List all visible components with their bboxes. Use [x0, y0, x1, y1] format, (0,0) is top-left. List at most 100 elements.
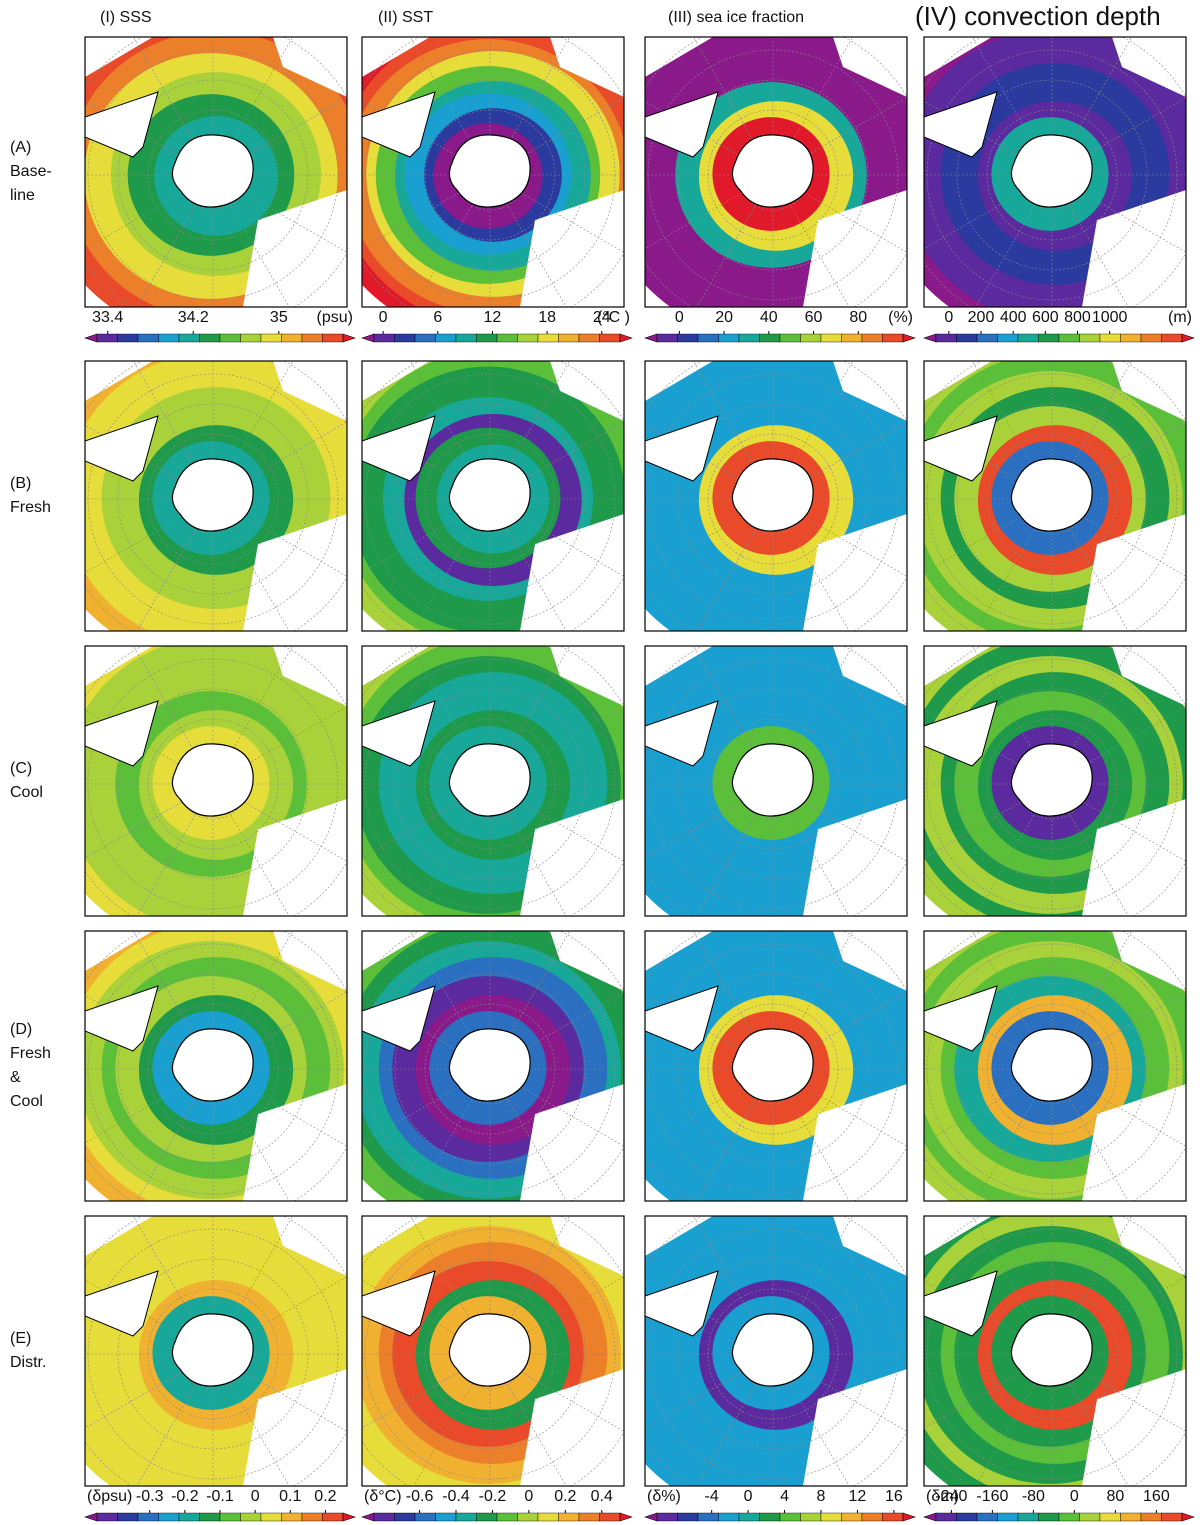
map-panel [310, 889, 670, 1249]
colorbar-segment [415, 1513, 436, 1521]
colorbar-segment [415, 334, 436, 342]
antarctica [1011, 459, 1092, 531]
colorbar-tick-label: 0.4 [591, 1488, 613, 1505]
map-panel [593, 0, 953, 355]
colorbar-segment [1100, 334, 1121, 342]
row-label: Base- [10, 163, 52, 180]
colorbar-tick-label: 16 [885, 1488, 903, 1505]
colorbar-segment [1162, 334, 1183, 342]
colorbar-segment [1039, 1513, 1060, 1521]
colorbar-tick-label: 0 [251, 1488, 260, 1505]
colorbar-tick-label: -0.2 [171, 1488, 199, 1505]
colorbar-segment [1059, 1513, 1080, 1521]
map-panel [593, 319, 953, 679]
colorbar-segment [477, 334, 498, 342]
colorbar-segment [456, 334, 477, 342]
colorbar-segment [97, 1513, 118, 1521]
colorbar-segment [1121, 334, 1142, 342]
map-panel [872, 604, 1200, 964]
colorbar-segment [739, 1513, 760, 1521]
colorbar-segment [579, 334, 600, 342]
colorbar-segment [862, 1513, 883, 1521]
colorbar-segment [302, 334, 323, 342]
colorbar-segment [179, 1513, 200, 1521]
map-panel [33, 319, 393, 679]
colorbar-segment [957, 1513, 978, 1521]
colorbar-tick-label: 4 [780, 1488, 789, 1505]
antarctica [449, 744, 530, 816]
antarctica [449, 135, 530, 207]
colorbar-segment [97, 334, 118, 342]
antarctica [1011, 1314, 1092, 1386]
colorbar-unit: (δpsu) [87, 1488, 132, 1505]
colorbar-tick-label: 400 [1000, 309, 1027, 326]
colorbar-segment [801, 334, 822, 342]
colorbar-segment [883, 334, 904, 342]
colorbar-segment [600, 334, 621, 342]
map-panel [33, 1174, 393, 1525]
colorbar-segment [821, 1513, 842, 1521]
colorbar-segment [1162, 1513, 1183, 1521]
map-panel [593, 889, 953, 1249]
colorbar-tick-label: 18 [538, 309, 556, 326]
colorbar-tick-label: 0 [675, 309, 684, 326]
colorbar-segment [977, 334, 998, 342]
antarctica [1011, 135, 1092, 207]
antarctica [732, 459, 813, 531]
colorbar-segment [220, 1513, 241, 1521]
antarctica [732, 135, 813, 207]
colorbar-segment [1018, 1513, 1039, 1521]
map-panel [310, 319, 670, 679]
colorbar-segment [780, 334, 801, 342]
colorbar-segment [760, 334, 781, 342]
colorbar-tick-label: -160 [976, 1488, 1008, 1505]
colorbar-tick-label: 12 [484, 309, 502, 326]
colorbar-tick-label: 80 [1106, 1488, 1124, 1505]
colorbar-tick-label: 40 [760, 309, 778, 326]
colorbar-segment [518, 1513, 539, 1521]
colorbar-end [903, 334, 915, 342]
colorbar-end [620, 334, 632, 342]
colorbar-segment [374, 1513, 395, 1521]
colorbar-segment [883, 1513, 904, 1521]
colorbar-segment [241, 1513, 262, 1521]
antarctica [172, 1029, 253, 1101]
colorbar-tick-label: 12 [849, 1488, 867, 1505]
colorbar-segment [118, 334, 139, 342]
antarctica [1011, 1029, 1092, 1101]
colorbar-tick-label: -0.1 [206, 1488, 234, 1505]
colorbar-end [343, 334, 355, 342]
colorbar-segment [657, 1513, 678, 1521]
colorbar-segment [1039, 334, 1060, 342]
colorbar-unit: (°C ) [597, 309, 630, 326]
colorbar-segment [159, 1513, 180, 1521]
colorbar-tick-label: 80 [849, 309, 867, 326]
colorbar-tick-label: -4 [705, 1488, 719, 1505]
colorbar-tick-label: 20 [715, 309, 733, 326]
colorbar-segment [497, 1513, 518, 1521]
colorbar-segment [698, 334, 719, 342]
colorbar-segment [862, 334, 883, 342]
colorbar-segment [842, 334, 863, 342]
map-panel [310, 1174, 670, 1525]
colorbar-segment [179, 334, 200, 342]
colorbar-segment [957, 334, 978, 342]
colorbar-tick-label: 160 [1143, 1488, 1170, 1505]
colorbar-end [924, 334, 936, 342]
antarctica [172, 135, 253, 207]
row-label: line [10, 187, 35, 204]
colorbar-segment [801, 1513, 822, 1521]
colorbar-tick-label: -0.2 [479, 1488, 507, 1505]
colorbar-segment [538, 334, 559, 342]
map-panel [872, 1174, 1200, 1525]
colorbar-end [620, 1513, 632, 1521]
map-panel [872, 889, 1200, 1249]
colorbar-end [1182, 1513, 1194, 1521]
colorbar-segment [118, 1513, 139, 1521]
colorbar-tick-label: -0.3 [136, 1488, 164, 1505]
colorbar-tick-label: 8 [817, 1488, 826, 1505]
colorbar-tick-label: 60 [805, 309, 823, 326]
colorbar-segment [200, 1513, 221, 1521]
colorbar-end [1182, 334, 1194, 342]
column-title: (II) SST [378, 9, 433, 26]
